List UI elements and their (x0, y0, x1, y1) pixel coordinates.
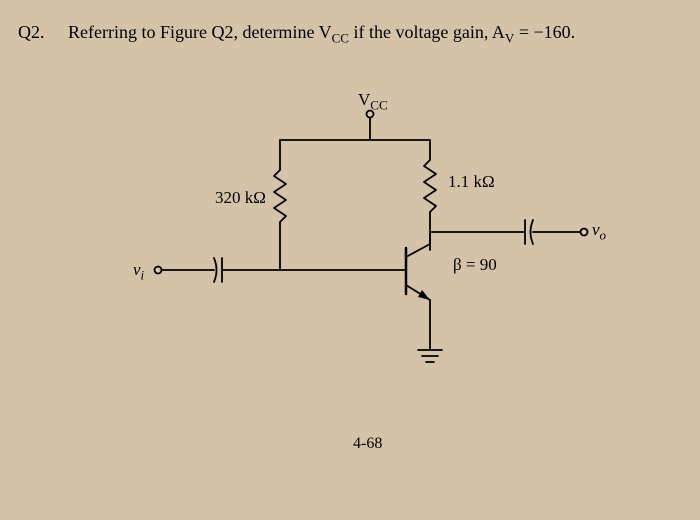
r1-label: 320 kΩ (215, 188, 266, 208)
vo-label: vo (592, 220, 606, 243)
question-number: Q2. (18, 22, 45, 43)
question-text: Referring to Figure Q2, determine VCC if… (68, 22, 575, 47)
vcc-label: VCC (358, 90, 388, 113)
r2-label: 1.1 kΩ (448, 172, 495, 192)
figure-number: 4-68 (353, 435, 382, 453)
beta-label: β = 90 (453, 255, 497, 275)
vi-label: vi (133, 260, 144, 283)
circuit-diagram: VCC 320 kΩ 1.1 kΩ β = 90 vi vo 4-68 (130, 90, 610, 490)
circuit-svg (130, 90, 610, 490)
